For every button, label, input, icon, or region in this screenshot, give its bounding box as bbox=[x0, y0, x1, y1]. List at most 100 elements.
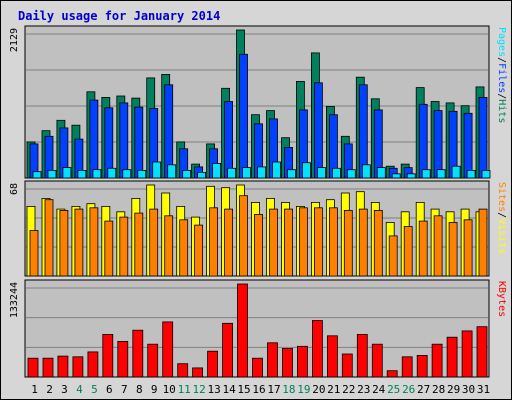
bar-sites-day-16 bbox=[254, 213, 263, 277]
bar-pages-day-27 bbox=[421, 169, 431, 179]
bar-pages-day-2 bbox=[47, 169, 57, 179]
x-tick-label: 18 bbox=[282, 383, 295, 396]
legend-separator: / bbox=[496, 57, 507, 63]
bar-files-day-28 bbox=[433, 110, 443, 179]
bar-files-day-20 bbox=[313, 82, 323, 179]
x-tick-label: 6 bbox=[106, 383, 113, 396]
x-tick-label: 2 bbox=[46, 383, 53, 396]
bar-files-day-5 bbox=[89, 99, 99, 179]
bar-kbytes-day-20 bbox=[311, 320, 323, 378]
x-tick-label: 29 bbox=[447, 383, 460, 396]
bar-pages-day-7 bbox=[122, 169, 132, 179]
bar-pages-day-24 bbox=[376, 167, 386, 179]
bar-sites-day-29 bbox=[448, 222, 458, 277]
bar-sites-day-5 bbox=[89, 207, 99, 277]
bar-kbytes-day-14 bbox=[222, 322, 234, 378]
bar-kbytes-day-8 bbox=[132, 329, 144, 378]
bar-pages-day-25 bbox=[391, 173, 401, 179]
bar-pages-day-6 bbox=[107, 167, 117, 179]
y-max-label: 2129 bbox=[9, 28, 20, 52]
x-tick-label: 4 bbox=[76, 383, 83, 396]
bar-sites-day-6 bbox=[104, 220, 114, 277]
bar-pages-day-30 bbox=[466, 169, 476, 179]
legend-item: Sites bbox=[496, 182, 507, 212]
bar-kbytes-day-15 bbox=[237, 283, 248, 378]
bar-kbytes-day-2 bbox=[42, 357, 54, 378]
bar-pages-day-16 bbox=[257, 166, 266, 179]
x-tick-label: 30 bbox=[462, 383, 475, 396]
bar-kbytes-day-22 bbox=[341, 353, 353, 378]
bar-files-day-15 bbox=[239, 53, 248, 179]
x-axis-day-labels: 1 2 3 4 5 6 7 8 9 10 11 12 13 14 15 16 17 18 19 20 21 22 23 24 2… bbox=[31, 383, 490, 396]
series-pages bbox=[32, 161, 491, 179]
x-tick-label: 27 bbox=[417, 383, 430, 396]
bar-kbytes-day-11 bbox=[177, 363, 189, 378]
legend: Pages/Files/Hits bbox=[496, 27, 507, 123]
x-tick-label: 17 bbox=[267, 383, 280, 396]
x-tick-label: 16 bbox=[252, 383, 265, 396]
x-tick-label: 28 bbox=[432, 383, 445, 396]
x-tick-label: 12 bbox=[192, 383, 205, 396]
bar-pages-day-22 bbox=[346, 169, 356, 179]
bar-kbytes-day-12 bbox=[192, 367, 204, 378]
x-tick-label: 21 bbox=[327, 383, 340, 396]
x-tick-label: 23 bbox=[357, 383, 370, 396]
bar-kbytes-day-28 bbox=[431, 343, 443, 378]
bar-sites-day-17 bbox=[269, 208, 278, 277]
bar-sites-day-23 bbox=[358, 208, 368, 277]
bar-sites-day-1 bbox=[29, 230, 39, 277]
bar-sites-day-27 bbox=[418, 220, 428, 277]
bar-pages-day-28 bbox=[436, 169, 446, 179]
bar-sites-day-8 bbox=[134, 212, 144, 277]
x-tick-label: 26 bbox=[402, 383, 415, 396]
bar-kbytes-day-30 bbox=[461, 330, 473, 378]
bar-pages-day-8 bbox=[137, 169, 147, 179]
bar-sites-day-15 bbox=[239, 195, 248, 277]
bar-pages-day-31 bbox=[481, 169, 491, 179]
legend-separator: / bbox=[496, 93, 507, 99]
bar-kbytes-day-4 bbox=[72, 356, 84, 378]
bar-files-day-6 bbox=[104, 107, 114, 179]
x-tick-label: 22 bbox=[342, 383, 355, 396]
bar-sites-day-2 bbox=[44, 199, 54, 277]
bar-kbytes-day-27 bbox=[416, 354, 428, 378]
bar-kbytes-day-21 bbox=[326, 335, 338, 378]
legend-item: Hits bbox=[496, 99, 507, 123]
bar-kbytes-day-16 bbox=[252, 357, 263, 378]
bar-pages-day-17 bbox=[272, 161, 281, 179]
bar-files-day-27 bbox=[418, 103, 428, 179]
bar-kbytes-day-23 bbox=[356, 333, 368, 378]
bar-pages-day-29 bbox=[451, 165, 461, 179]
x-tick-label: 3 bbox=[61, 383, 68, 396]
x-tick-label: 25 bbox=[387, 383, 400, 396]
bar-kbytes-day-6 bbox=[102, 333, 114, 378]
bar-pages-day-3 bbox=[62, 167, 72, 179]
bar-sites-day-26 bbox=[403, 226, 413, 277]
bar-sites-day-11 bbox=[179, 219, 189, 277]
bar-pages-day-26 bbox=[406, 173, 416, 179]
legend-separator: / bbox=[496, 212, 507, 218]
bar-kbytes-day-10 bbox=[162, 321, 174, 378]
panel-kbytes: 133244 KBytes bbox=[9, 279, 507, 378]
bar-pages-day-1 bbox=[32, 171, 42, 179]
x-tick-label: 31 bbox=[477, 383, 490, 396]
bar-pages-day-14 bbox=[227, 167, 237, 179]
bar-kbytes-day-13 bbox=[207, 350, 219, 378]
bar-kbytes-day-31 bbox=[476, 326, 488, 378]
bar-pages-day-19 bbox=[301, 162, 311, 179]
bar-sites-day-22 bbox=[343, 209, 353, 277]
bar-pages-day-5 bbox=[92, 169, 102, 179]
bar-sites-day-12 bbox=[194, 224, 204, 277]
bar-pages-day-18 bbox=[287, 169, 296, 179]
legend-item: Pages bbox=[496, 27, 507, 57]
bar-kbytes-day-24 bbox=[371, 343, 383, 378]
bar-pages-day-9 bbox=[152, 161, 162, 179]
bar-sites-day-4 bbox=[74, 208, 84, 277]
bar-files-day-23 bbox=[358, 84, 368, 179]
bar-sites-day-3 bbox=[59, 209, 69, 277]
bar-sites-day-30 bbox=[463, 219, 473, 277]
bar-kbytes-day-18 bbox=[282, 347, 293, 378]
x-tick-label: 13 bbox=[207, 383, 220, 396]
